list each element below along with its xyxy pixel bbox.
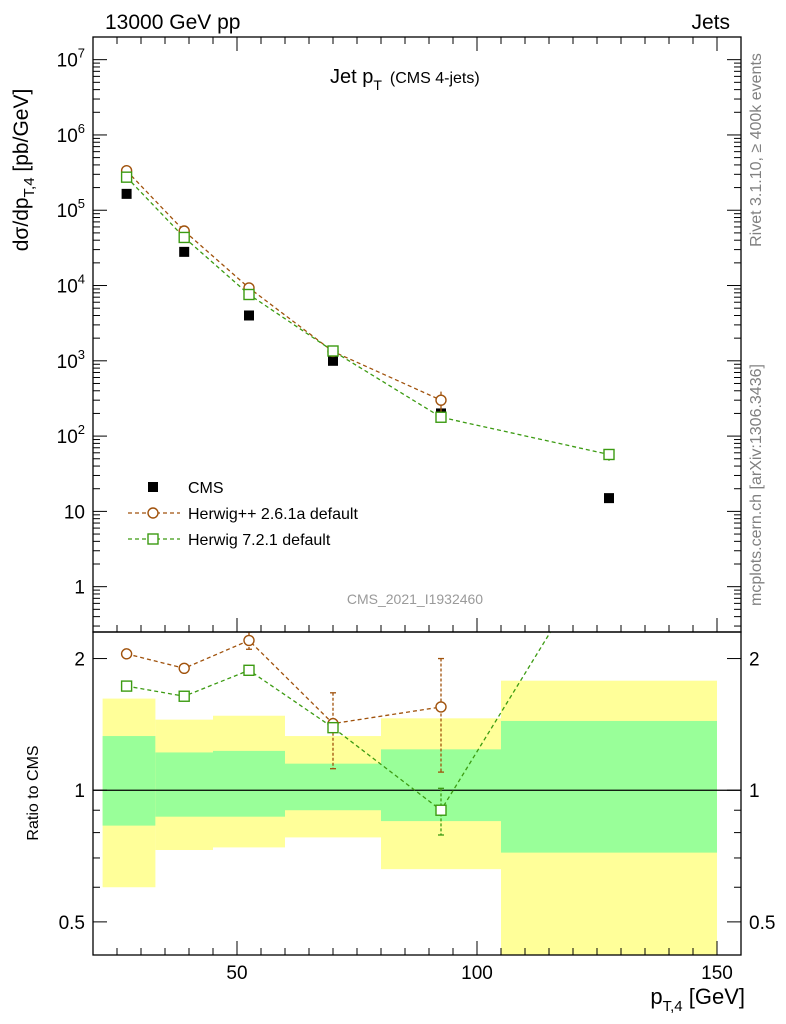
main-y-tick-label: 103 bbox=[57, 347, 85, 373]
main-ylabel-pre: dσ/dp bbox=[10, 197, 33, 251]
ratio-series bbox=[120, 532, 614, 836]
legend-marker-cms bbox=[148, 482, 158, 492]
side-label-rivet: Rivet 3.1.10, ≥ 400k events bbox=[748, 53, 765, 247]
herwig7-point bbox=[120, 171, 133, 183]
ratio-panel: 50 100 150 0.5 0.5 1 1 2 2 bbox=[59, 37, 776, 984]
x-tick-label: 50 bbox=[226, 963, 247, 984]
main-y-tick-label: 102 bbox=[57, 422, 85, 448]
ratio-y-tick-label-left: 0.5 bbox=[59, 913, 85, 934]
analysis-watermark: CMS_2021_I1932460 bbox=[347, 591, 483, 607]
y-tick-exponent: 5 bbox=[78, 196, 85, 211]
main-line-2 bbox=[126, 176, 610, 456]
main-y-tick-label: 106 bbox=[57, 121, 85, 147]
band-inner-0 bbox=[102, 736, 156, 826]
main-title: Jet pT (CMS 4-jets) bbox=[330, 66, 480, 93]
y-tick-exponent: 7 bbox=[78, 46, 85, 61]
ratio-xlabel-pre: p bbox=[650, 984, 662, 1009]
y-tick-base: 10 bbox=[57, 352, 78, 373]
cms-point bbox=[604, 493, 614, 504]
legend-label: Herwig++ 2.6.1a default bbox=[188, 506, 358, 523]
ratio-y-tick-label-left: 1 bbox=[74, 781, 85, 802]
y-tick-exponent: 6 bbox=[78, 121, 85, 136]
ratio-y-tick-label-left: 2 bbox=[74, 650, 85, 671]
ratio-point-herwig7 bbox=[120, 680, 133, 692]
main-y-tick-label: 10 bbox=[64, 502, 85, 523]
side-label-mcplots: mcplots.cern.ch [arXiv:1306.3436] bbox=[748, 364, 765, 606]
main-ylabel-sub: T,4 bbox=[21, 177, 38, 197]
category-label: Jets bbox=[691, 11, 730, 34]
x-tick-label: 100 bbox=[461, 963, 493, 984]
herwig7-point bbox=[327, 345, 339, 357]
ratio-point-herwigpp bbox=[243, 634, 255, 647]
main-y-tick-label: 104 bbox=[57, 272, 85, 298]
legend-marker-herwigpp bbox=[147, 507, 159, 519]
main-line-1 bbox=[126, 170, 442, 401]
legend-label: Herwig 7.2.1 default bbox=[188, 532, 331, 549]
main-y-tick-label: 105 bbox=[57, 196, 85, 222]
main-ylabel-post: [pb/GeV] bbox=[10, 89, 33, 178]
herwigpp-point bbox=[435, 394, 447, 406]
cms-point bbox=[179, 246, 190, 257]
y-tick-base: 10 bbox=[57, 51, 78, 72]
ratio-point-herwig7 bbox=[435, 804, 447, 816]
herwig7-point bbox=[178, 231, 190, 244]
ratio-xlabel: pT,4 [GeV] bbox=[650, 984, 745, 1015]
herwig7-point bbox=[243, 288, 255, 301]
ratio-y-tick-label-right: 1 bbox=[749, 781, 760, 802]
y-tick-exponent: 2 bbox=[78, 422, 85, 437]
ratio-frame bbox=[92, 631, 742, 956]
cms-point bbox=[328, 355, 338, 366]
y-tick-base: 10 bbox=[57, 201, 78, 222]
y-tick-base: 10 bbox=[64, 502, 85, 523]
ratio-xlabel-sub: T,4 bbox=[663, 998, 683, 1015]
cms-point bbox=[121, 188, 132, 199]
ratio-point-herwigpp bbox=[435, 701, 447, 713]
main-y-tick-label: 1 bbox=[74, 578, 85, 599]
band-inner-2 bbox=[213, 750, 285, 817]
ratio-y-tick-label-right: 2 bbox=[749, 650, 760, 671]
y-tick-exponent: 4 bbox=[78, 272, 85, 287]
ratio-point-herwigpp bbox=[178, 662, 190, 674]
main-title-sub: T bbox=[373, 77, 382, 93]
ratio-y-tick-label-right: 0.5 bbox=[749, 913, 775, 934]
herwig7-point bbox=[603, 448, 615, 461]
ratio-xlabel-post: [GeV] bbox=[683, 984, 745, 1009]
y-tick-exponent: 3 bbox=[78, 347, 85, 362]
legend: CMS Herwig++ 2.6.1a default Herwig 7.2.1 d… bbox=[128, 480, 358, 549]
ratio-line-0 bbox=[126, 639, 442, 725]
main-y-tick-label: 107 bbox=[57, 46, 85, 72]
band-inner-3 bbox=[285, 763, 381, 811]
band-inner-5 bbox=[501, 720, 717, 853]
uncertainty-bands bbox=[102, 680, 717, 955]
main-title-suffix: (CMS 4-jets) bbox=[390, 70, 480, 87]
y-tick-base: 10 bbox=[57, 277, 78, 298]
legend-label: CMS bbox=[188, 480, 224, 497]
ratio-y-ticks: 0.5 0.5 1 1 2 2 bbox=[59, 650, 776, 934]
ratio-point-herwigpp bbox=[120, 648, 133, 660]
main-title-text: Jet p bbox=[330, 66, 373, 88]
ratio-point-herwig7 bbox=[178, 690, 190, 702]
ratio-ylabel: Ratio to CMS bbox=[25, 745, 42, 840]
y-tick-base: 1 bbox=[74, 578, 85, 599]
ratio-point-herwig7 bbox=[243, 664, 255, 677]
legend-marker-herwig7 bbox=[147, 533, 159, 545]
ratio-point-herwig7 bbox=[327, 721, 339, 734]
band-inner-1 bbox=[155, 752, 213, 817]
y-tick-base: 10 bbox=[57, 126, 78, 147]
y-tick-base: 10 bbox=[57, 427, 78, 448]
cms-point bbox=[244, 310, 254, 321]
energy-label: 13000 GeV pp bbox=[105, 11, 240, 34]
x-tick-label: 150 bbox=[701, 963, 733, 984]
herwig7-point bbox=[435, 411, 447, 423]
x-ticks: 50 100 150 bbox=[92, 37, 742, 984]
ratio-point-herwig7 bbox=[604, 532, 614, 542]
main-ylabel: dσ/dpT,4 [pb/GeV] bbox=[10, 89, 38, 252]
